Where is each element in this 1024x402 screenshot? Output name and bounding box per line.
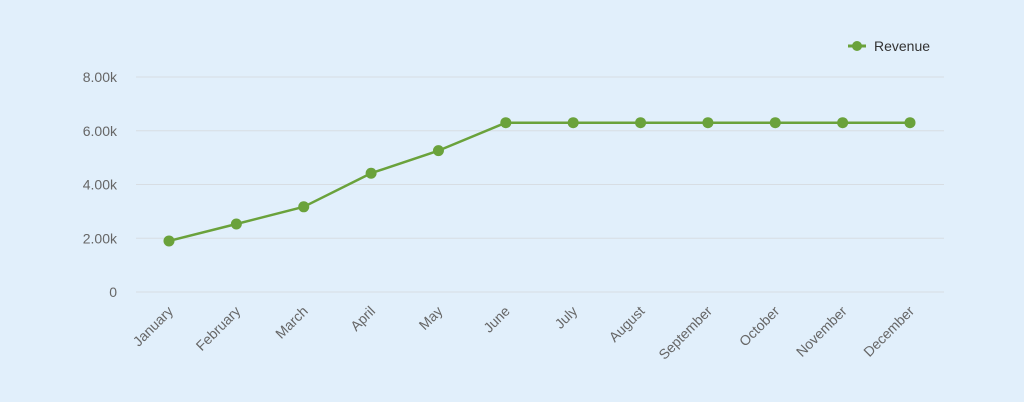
x-tick-label: November (793, 303, 850, 360)
gridlines (136, 76, 944, 293)
data-point[interactable] (432, 145, 444, 157)
x-tick-label: February (193, 303, 244, 354)
x-tick-label: July (551, 303, 580, 332)
data-point[interactable] (230, 218, 242, 230)
data-point[interactable] (500, 117, 512, 129)
data-point[interactable] (769, 117, 781, 129)
data-point[interactable] (365, 167, 377, 179)
data-point[interactable] (163, 235, 175, 247)
x-tick-label: March (272, 303, 311, 342)
series-layer (163, 117, 916, 247)
x-tick-label: January (130, 303, 177, 350)
x-tick-label: June (480, 303, 513, 336)
data-point[interactable] (904, 117, 916, 129)
y-tick-label: 0 (109, 284, 117, 300)
x-tick-label: December (860, 303, 917, 360)
legend-label-revenue: Revenue (874, 38, 930, 54)
x-tick-label: April (347, 303, 378, 334)
data-point[interactable] (635, 117, 647, 129)
data-point[interactable] (567, 117, 579, 129)
legend-marker-swatch (852, 41, 862, 51)
legend[interactable]: Revenue (848, 38, 930, 54)
y-tick-label: 2.00k (83, 230, 118, 246)
y-tick-label: 4.00k (83, 177, 118, 193)
data-point[interactable] (702, 117, 714, 129)
series-line-revenue (168, 121, 910, 243)
x-tick-label: September (655, 303, 715, 363)
x-tick-label: August (606, 303, 648, 345)
y-tick-label: 6.00k (83, 123, 118, 139)
data-point[interactable] (298, 201, 310, 213)
data-point[interactable] (837, 117, 849, 129)
x-axis-ticks: January February March April May June July Augu… (130, 303, 918, 363)
x-tick-label: October (736, 303, 783, 350)
y-axis-ticks: 0 2.00k 4.00k 6.00k 8.00k (83, 69, 118, 300)
y-tick-label: 8.00k (83, 69, 118, 85)
x-tick-label: May (416, 303, 446, 333)
